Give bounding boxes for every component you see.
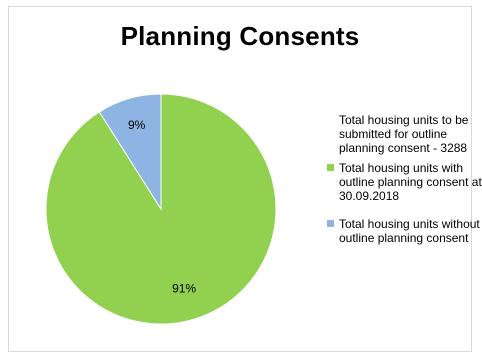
chart-title: Planning Consents: [120, 21, 360, 51]
legend-item-with-consent: Total housing units with outline plannin…: [327, 161, 482, 203]
legend-label-without-consent: Total housing units without outline plan…: [339, 217, 480, 245]
legend-note-text: Total housing units to be submitted for …: [339, 113, 469, 155]
legend-item-without-consent: Total housing units without outline plan…: [327, 217, 482, 245]
legend: Total housing units to be submitted for …: [327, 113, 482, 259]
pie-chart: 91% 9%: [45, 93, 277, 325]
chart-area: Planning Consents 91% 9% Total housing un…: [8, 6, 482, 352]
legend-label-with-consent: Total housing units with outline plannin…: [339, 161, 482, 203]
data-label-with-consent: 91%: [172, 282, 196, 296]
legend-swatch-without-consent: [327, 220, 334, 227]
legend-note: Total housing units to be submitted for …: [327, 113, 482, 155]
data-label-without-consent: 9%: [128, 118, 146, 132]
legend-swatch-with-consent: [327, 164, 334, 171]
pie-slice-without-consent: [98, 93, 162, 211]
